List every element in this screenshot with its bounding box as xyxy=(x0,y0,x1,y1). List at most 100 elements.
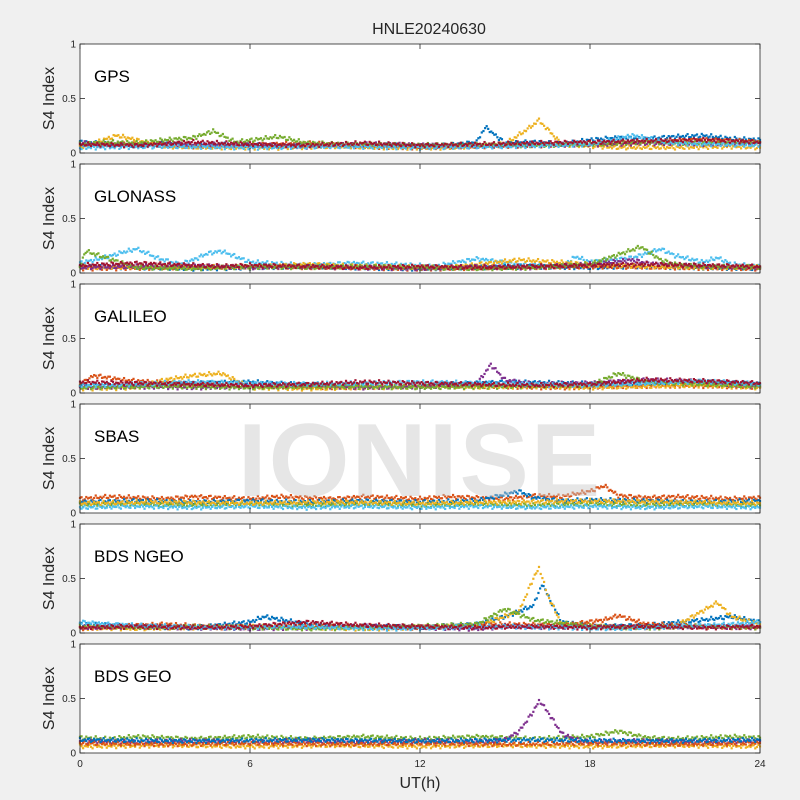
data-point xyxy=(582,145,585,148)
data-point xyxy=(160,140,163,143)
data-point xyxy=(554,137,557,140)
data-point xyxy=(228,146,231,149)
data-point xyxy=(233,145,236,148)
data-point xyxy=(225,268,228,272)
data-point xyxy=(152,142,156,145)
data-point xyxy=(481,146,485,149)
data-point xyxy=(318,263,321,266)
data-point xyxy=(150,254,153,257)
data-point xyxy=(472,143,475,147)
data-point xyxy=(305,146,308,150)
data-point xyxy=(740,140,743,143)
data-point xyxy=(680,256,683,259)
data-point xyxy=(269,144,272,147)
data-point xyxy=(159,268,162,271)
data-point xyxy=(340,143,343,147)
data-point xyxy=(182,143,185,146)
data-point xyxy=(603,266,606,270)
data-point xyxy=(577,142,581,146)
data-point xyxy=(699,139,702,142)
data-point xyxy=(634,255,637,258)
data-point xyxy=(373,147,376,150)
data-point xyxy=(694,258,697,261)
data-point xyxy=(203,145,206,148)
data-point xyxy=(392,142,395,145)
data-point xyxy=(168,144,171,148)
data-point xyxy=(104,148,107,151)
data-point xyxy=(592,139,595,142)
data-point xyxy=(529,264,532,267)
data-point xyxy=(738,143,741,147)
data-point xyxy=(245,142,248,145)
data-point xyxy=(662,247,666,251)
data-point xyxy=(666,136,669,140)
data-point xyxy=(285,140,288,143)
data-point xyxy=(127,147,130,151)
data-point xyxy=(499,260,502,263)
data-point xyxy=(503,261,507,265)
data-point xyxy=(321,140,324,143)
data-point xyxy=(524,142,527,145)
data-point xyxy=(603,265,606,268)
data-point xyxy=(461,144,464,147)
data-point xyxy=(702,146,705,149)
data-point xyxy=(669,137,672,140)
data-point xyxy=(472,258,475,261)
data-point xyxy=(655,142,658,145)
data-point xyxy=(376,261,379,264)
data-point xyxy=(536,257,540,261)
data-point xyxy=(577,267,581,270)
data-point xyxy=(308,140,311,143)
data-point xyxy=(149,139,152,142)
data-point xyxy=(667,142,670,145)
data-point xyxy=(455,143,458,146)
data-point xyxy=(651,249,655,252)
data-point xyxy=(672,140,675,143)
data-point xyxy=(695,140,699,143)
data-point xyxy=(111,139,115,142)
data-point xyxy=(467,143,470,146)
data-point xyxy=(643,138,647,141)
data-point xyxy=(675,145,678,148)
data-point xyxy=(442,144,445,147)
data-point xyxy=(618,135,622,139)
data-point xyxy=(448,144,452,148)
data-point xyxy=(354,146,357,150)
data-point xyxy=(255,261,258,264)
data-point xyxy=(176,261,179,264)
data-point xyxy=(258,261,261,265)
data-point xyxy=(203,141,206,144)
data-point xyxy=(299,145,302,148)
data-point xyxy=(505,265,508,268)
data-point xyxy=(426,147,429,150)
data-point xyxy=(277,137,280,140)
data-point xyxy=(721,147,724,150)
data-point xyxy=(215,251,219,254)
data-point xyxy=(475,142,478,145)
data-point xyxy=(702,136,705,140)
data-point xyxy=(615,143,618,146)
data-point xyxy=(547,261,551,265)
data-point xyxy=(590,259,593,262)
data-point xyxy=(128,137,131,140)
data-point xyxy=(192,147,195,150)
data-point xyxy=(507,260,510,264)
data-point xyxy=(307,262,310,265)
data-point xyxy=(182,268,185,272)
data-point xyxy=(721,137,724,140)
data-point xyxy=(436,144,439,147)
data-point xyxy=(111,144,115,147)
data-point xyxy=(242,143,245,147)
data-point xyxy=(161,258,165,261)
data-point xyxy=(488,145,491,148)
data-point xyxy=(217,141,220,145)
data-point xyxy=(478,260,481,263)
data-point xyxy=(547,145,551,148)
data-point xyxy=(492,144,496,147)
data-point xyxy=(198,141,201,145)
data-point xyxy=(173,146,176,149)
data-point xyxy=(187,136,190,140)
data-point xyxy=(259,137,263,140)
data-point xyxy=(514,144,518,147)
data-point xyxy=(744,147,747,150)
